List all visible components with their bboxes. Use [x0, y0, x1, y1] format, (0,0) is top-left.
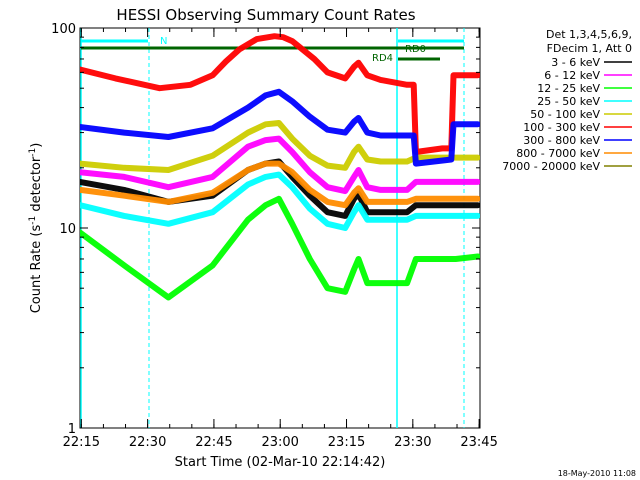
- series-layer: [80, 33, 480, 301]
- y-axis-label-exp2: -1: [28, 148, 38, 157]
- legend-label: 12 - 25 keV: [537, 82, 600, 95]
- y-tick-label: 10: [59, 222, 76, 237]
- y-tick-label: 1: [68, 422, 76, 437]
- series-line: [80, 120, 480, 173]
- series-line: [80, 88, 480, 167]
- legend-header-line-1: Det 1,3,4,5,6,9,: [546, 28, 632, 41]
- legend-label: 800 - 7000 keV: [516, 147, 600, 160]
- x-tick-label: 22:45: [195, 435, 232, 450]
- y-tick-label: 100: [51, 22, 76, 37]
- x-tick-label: 23:15: [328, 435, 365, 450]
- night-label: N: [160, 36, 167, 47]
- legend-label: 300 - 800 keV: [523, 134, 600, 147]
- chart-title: HESSI Observing Summary Count Rates: [116, 6, 415, 24]
- rd4-label: RD4: [372, 53, 393, 64]
- y-axis-label-end: ): [29, 143, 44, 148]
- rd0-label: RD0: [405, 44, 426, 55]
- axes-layer: 100 10 122:15 22:30 22:45 23:00 23:15 23:30 23:4…: [51, 22, 498, 450]
- series-line: [80, 135, 480, 195]
- annotation-layer: N RD4 RD0: [80, 28, 465, 428]
- legend: Det 1,3,4,5,6,9, FDecim 1, Att 0 3 - 6 k…: [502, 28, 632, 173]
- legend-label: 7000 - 20000 keV: [502, 160, 600, 173]
- footer-date: 18-May-2010 11:08: [558, 469, 636, 478]
- x-tick-label: 23:00: [261, 435, 298, 450]
- y-axis-label: Count Rate (s-1 detector-1): [28, 143, 44, 314]
- legend-label: 50 - 100 keV: [530, 108, 600, 121]
- x-axis-label: Start Time (02-Mar-10 22:14:42): [175, 455, 386, 470]
- legend-label: 100 - 300 keV: [523, 121, 600, 134]
- x-tick-label: 23:45: [460, 435, 497, 450]
- legend-label: 25 - 50 keV: [537, 95, 600, 108]
- legend-label: 3 - 6 keV: [551, 56, 600, 69]
- series-line: [80, 171, 480, 231]
- legend-label: 6 - 12 keV: [544, 69, 600, 82]
- x-tick-label: 23:30: [394, 435, 431, 450]
- plot-frame: [79, 27, 481, 429]
- series-line: [80, 160, 480, 209]
- y-axis-label-exp1: -1: [28, 216, 38, 225]
- x-tick-label: 22:15: [63, 435, 100, 450]
- x-tick-label: 22:30: [129, 435, 166, 450]
- plot-area: [79, 27, 481, 429]
- y-axis-label-main: Count Rate (s: [29, 225, 44, 314]
- y-axis-label-mid: detector: [29, 156, 44, 216]
- series-line: [80, 195, 480, 301]
- legend-header-line-2: FDecim 1, Att 0: [547, 42, 632, 55]
